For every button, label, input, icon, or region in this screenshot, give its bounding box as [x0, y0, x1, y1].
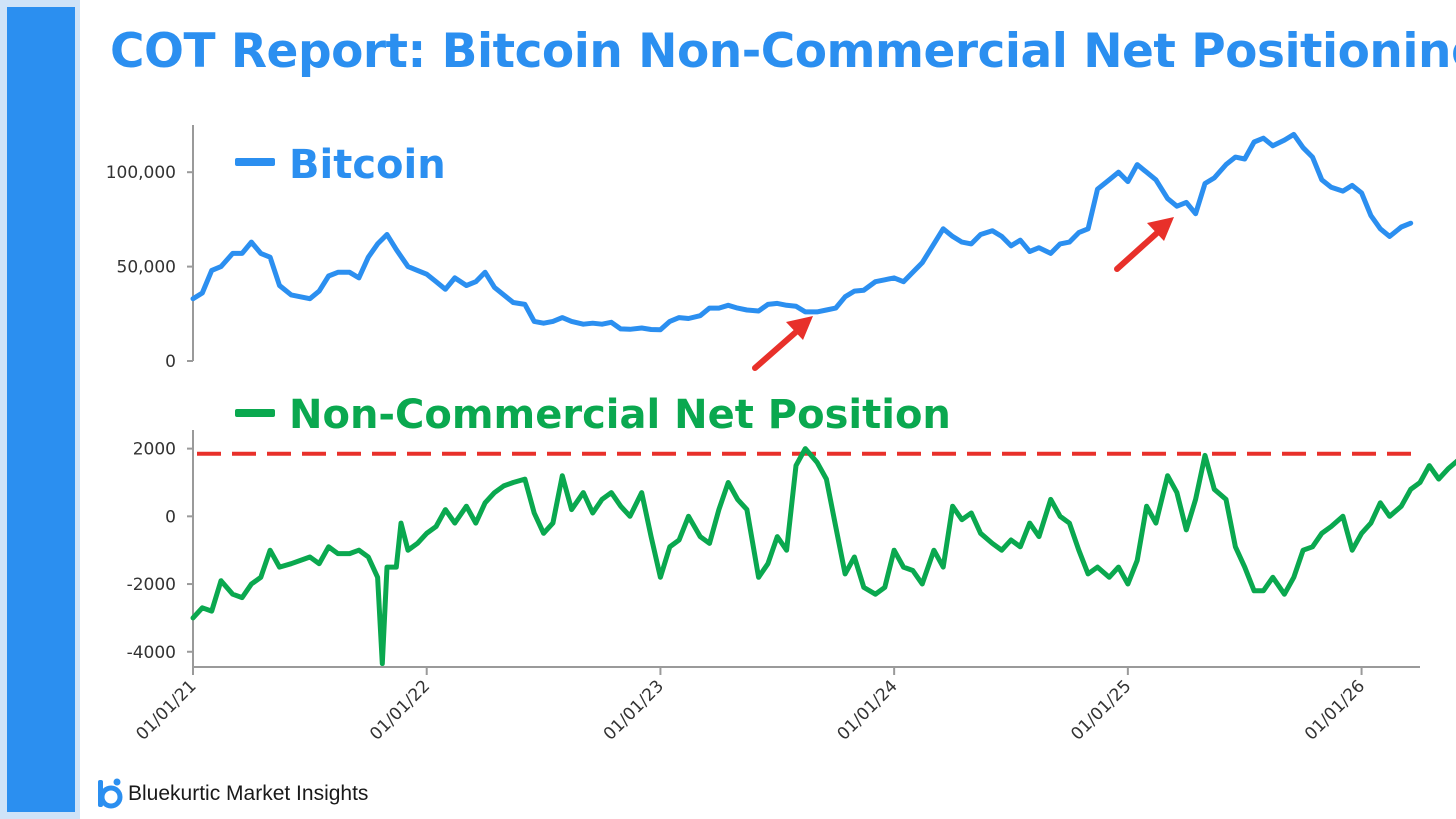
net-position-panel: -4000 -2000 0 2000 [127, 430, 1456, 667]
arrow-2023-shaft [752, 329, 799, 371]
y-tick-label-bitcoin: 50,000 [117, 258, 176, 278]
y-tick-label-position: 0 [165, 507, 176, 527]
y-tick-label-position: -2000 [127, 575, 176, 595]
x-tick-label: 01/01/25 [1067, 676, 1135, 744]
arrow-2025-head [1147, 217, 1174, 241]
arrow-2025 [1114, 217, 1174, 272]
bitcoin-panel: 0 50,000 100,000 [106, 125, 1414, 372]
x-axis: 01/01/21 01/01/22 01/01/23 01/01/24 01/01/25… [132, 666, 1420, 745]
legend-swatch-position [235, 409, 275, 417]
arrow-2023 [752, 316, 813, 371]
arrow-2023-head [786, 316, 813, 340]
legend-swatch-bitcoin [235, 158, 275, 166]
y-tick-label-bitcoin: 100,000 [106, 163, 176, 183]
legend-label-bitcoin: Bitcoin [289, 142, 446, 188]
x-tick-label: 01/01/23 [600, 676, 668, 744]
brand: Bluekurtic Market Insights [96, 776, 368, 812]
page-title: COT Report: Bitcoin Non-Commercial Net P… [110, 24, 1456, 79]
x-tick-label: 01/01/21 [132, 676, 200, 744]
legend: Bitcoin Non-Commercial Net Position [235, 142, 951, 438]
annotation-arrows [752, 217, 1174, 371]
brand-logo-icon [98, 778, 123, 809]
series-line-bitcoin [190, 131, 1414, 333]
x-tick-label: 01/01/22 [366, 676, 434, 744]
series-line-position [190, 446, 1456, 667]
y-tick-label-bitcoin: 0 [165, 352, 176, 372]
brand-name: Bluekurtic Market Insights [128, 782, 369, 805]
x-tick-label: 01/01/24 [834, 676, 902, 744]
arrow-2025-shaft [1114, 230, 1160, 272]
legend-label-position: Non-Commercial Net Position [289, 392, 951, 438]
x-tick-label: 01/01/26 [1301, 676, 1369, 744]
y-tick-label-position: -4000 [127, 643, 176, 663]
left-accent-bar [7, 7, 75, 812]
y-tick-label-position: 2000 [133, 440, 176, 460]
